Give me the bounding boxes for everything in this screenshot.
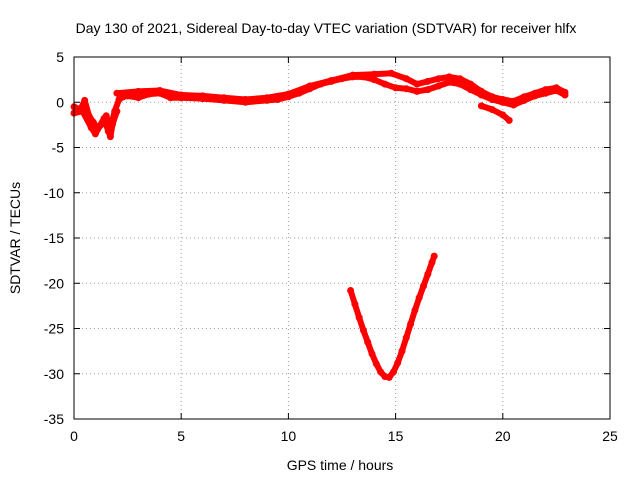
- data-point: [402, 85, 410, 93]
- data-point: [381, 80, 389, 88]
- data-point: [242, 96, 249, 103]
- data-point: [398, 347, 406, 355]
- data-point: [435, 82, 442, 90]
- data-point: [81, 96, 89, 104]
- data-point: [387, 69, 395, 77]
- y-tick-label: 5: [56, 49, 64, 65]
- data-point: [104, 127, 112, 135]
- data-point: [372, 360, 380, 368]
- y-tick-label: -5: [52, 140, 65, 156]
- data-point: [477, 87, 485, 95]
- data-point: [499, 96, 507, 103]
- data-point: [199, 92, 207, 100]
- data-point: [402, 75, 410, 83]
- data-series: [70, 69, 569, 381]
- data-point: [385, 373, 393, 381]
- y-axis-label: SDTVAR / TECUs: [7, 182, 23, 294]
- data-point: [420, 282, 427, 290]
- data-point: [531, 89, 539, 97]
- axis-ticks: 0 5 10 15 20 25 5 0 -5 -10 -15 -20 -25 -30 -35: [44, 49, 618, 444]
- data-point: [91, 130, 99, 138]
- data-point: [113, 107, 121, 115]
- data-point: [100, 115, 108, 122]
- data-point: [113, 89, 121, 97]
- y-tick-label: -35: [44, 411, 64, 427]
- data-point: [445, 78, 453, 86]
- data-point: [370, 76, 378, 84]
- data-point: [355, 314, 363, 322]
- data-point: [520, 93, 528, 101]
- y-tick-label: -15: [44, 230, 64, 246]
- y-tick-label: 0: [56, 94, 64, 110]
- x-tick-label: 5: [177, 428, 185, 444]
- data-point: [542, 86, 550, 94]
- data-point: [327, 77, 335, 84]
- data-point: [467, 80, 475, 88]
- data-point: [488, 93, 496, 101]
- data-point: [156, 87, 164, 94]
- chart-title: Day 130 of 2021, Sidereal Day-to-day VTE…: [76, 20, 577, 36]
- data-point: [428, 258, 436, 266]
- data-point: [96, 122, 104, 130]
- data-point: [499, 111, 507, 119]
- data-point: [359, 326, 367, 334]
- data-point: [477, 102, 485, 110]
- data-point: [364, 338, 372, 346]
- data-point: [306, 82, 314, 90]
- data-point: [456, 75, 464, 83]
- data-point: [392, 84, 400, 92]
- data-point: [79, 107, 87, 115]
- series-tail: [478, 102, 513, 124]
- data-point: [402, 334, 410, 342]
- data-point: [411, 306, 419, 314]
- data-point: [561, 88, 569, 96]
- data-point: [445, 73, 453, 81]
- data-point: [424, 86, 432, 94]
- x-tick-label: 20: [495, 428, 511, 444]
- data-point: [87, 124, 95, 132]
- y-tick-label: -10: [44, 185, 64, 201]
- data-point: [394, 359, 402, 367]
- data-point: [220, 94, 228, 102]
- data-point: [510, 97, 517, 105]
- data-point: [430, 252, 438, 260]
- data-point: [263, 94, 271, 102]
- data-point: [424, 270, 432, 278]
- data-point: [424, 77, 432, 85]
- x-tick-label: 15: [388, 428, 404, 444]
- y-tick-label: -30: [44, 366, 64, 382]
- data-point: [106, 133, 114, 141]
- data-point: [552, 84, 560, 92]
- data-point: [370, 70, 378, 78]
- data-point: [505, 116, 513, 124]
- data-point: [177, 91, 185, 99]
- data-point: [390, 368, 397, 376]
- y-tick-label: -25: [44, 321, 64, 337]
- data-point: [407, 320, 415, 328]
- data-point: [134, 87, 142, 95]
- data-point: [347, 287, 355, 294]
- data-point: [377, 368, 385, 376]
- data-point: [413, 80, 421, 88]
- data-point: [415, 294, 423, 302]
- data-point: [488, 106, 496, 113]
- data-point: [351, 300, 359, 308]
- y-tick-label: -20: [44, 275, 64, 291]
- data-point: [134, 94, 142, 102]
- data-point: [349, 71, 357, 79]
- data-point: [368, 350, 376, 358]
- data-point: [284, 90, 292, 98]
- x-tick-label: 10: [281, 428, 297, 444]
- x-tick-label: 25: [602, 428, 618, 444]
- data-point: [413, 87, 421, 95]
- x-axis-label: GPS time / hours: [287, 457, 394, 473]
- x-tick-label: 0: [70, 428, 78, 444]
- data-point: [109, 120, 117, 128]
- data-point: [435, 75, 442, 83]
